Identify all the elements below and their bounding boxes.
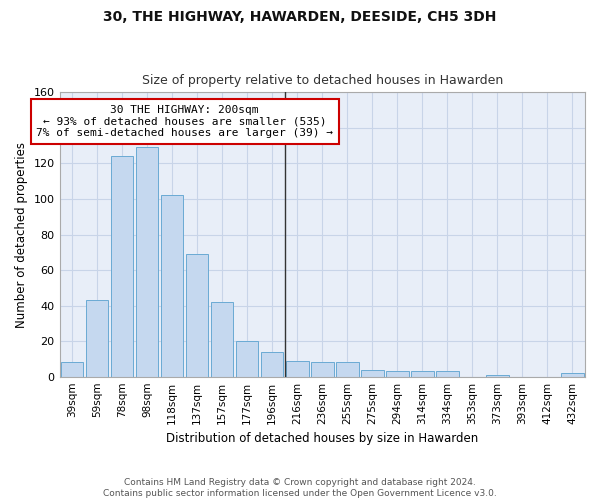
Bar <box>161 196 184 376</box>
Bar <box>61 362 83 376</box>
Bar <box>136 148 158 376</box>
Bar <box>386 372 409 376</box>
Bar <box>186 254 208 376</box>
Text: 30 THE HIGHWAY: 200sqm
← 93% of detached houses are smaller (535)
7% of semi-det: 30 THE HIGHWAY: 200sqm ← 93% of detached… <box>36 105 333 138</box>
Bar <box>311 362 334 376</box>
Bar <box>561 373 584 376</box>
Bar <box>286 360 308 376</box>
Bar <box>211 302 233 376</box>
Bar <box>261 352 283 376</box>
Bar <box>336 362 359 376</box>
Text: Contains HM Land Registry data © Crown copyright and database right 2024.
Contai: Contains HM Land Registry data © Crown c… <box>103 478 497 498</box>
Bar <box>436 372 458 376</box>
Title: Size of property relative to detached houses in Hawarden: Size of property relative to detached ho… <box>142 74 503 87</box>
Bar <box>111 156 133 376</box>
Bar <box>236 341 259 376</box>
X-axis label: Distribution of detached houses by size in Hawarden: Distribution of detached houses by size … <box>166 432 478 445</box>
Y-axis label: Number of detached properties: Number of detached properties <box>15 142 28 328</box>
Text: 30, THE HIGHWAY, HAWARDEN, DEESIDE, CH5 3DH: 30, THE HIGHWAY, HAWARDEN, DEESIDE, CH5 … <box>103 10 497 24</box>
Bar <box>486 375 509 376</box>
Bar <box>411 372 434 376</box>
Bar <box>361 370 383 376</box>
Bar <box>86 300 109 376</box>
